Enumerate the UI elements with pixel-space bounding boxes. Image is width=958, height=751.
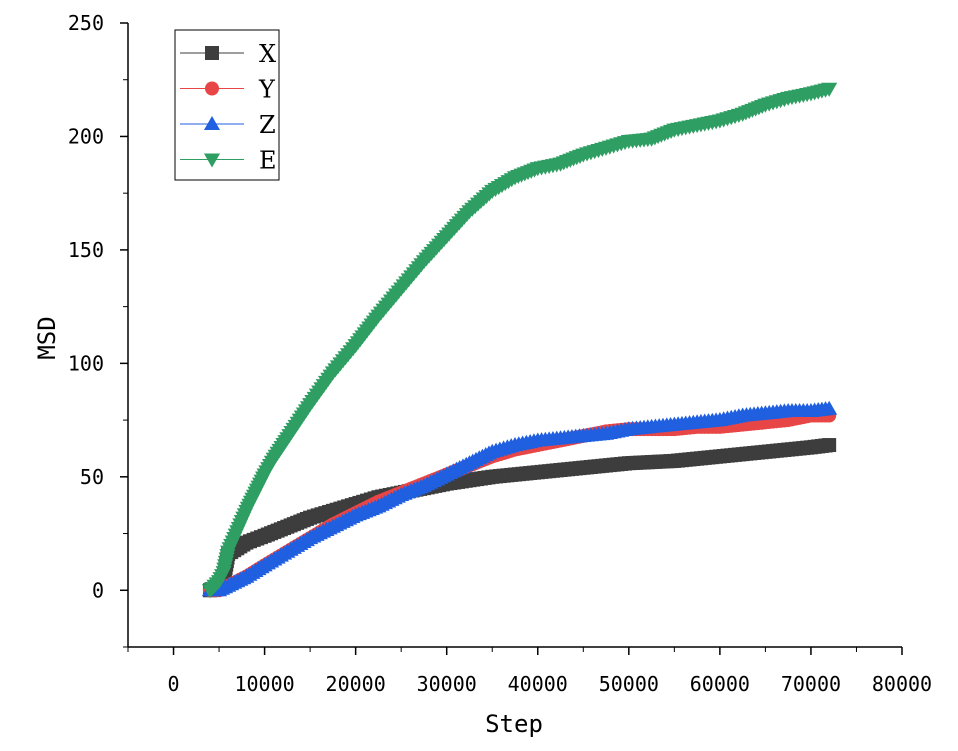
x-tick-label: 0 (168, 672, 180, 696)
y-tick-label: 0 (92, 578, 104, 602)
x-tick-label: 30000 (417, 672, 477, 696)
axes (127, 23, 902, 648)
y-tick-label: 100 (68, 351, 104, 375)
series-z (201, 400, 838, 597)
x-tick-label: 80000 (872, 672, 932, 696)
legend-label: Z (259, 111, 276, 139)
series-x (202, 438, 837, 598)
x-tick-label: 70000 (781, 672, 841, 696)
x-tick-label: 60000 (690, 672, 750, 696)
x-ticks: 0 10000 20000 30000 40000 50000 60000 70000 8000… (127, 647, 932, 696)
series-y (202, 408, 837, 598)
legend-entry-x: X (180, 40, 276, 68)
legend-entry-z: Z (180, 111, 276, 139)
x-tick-label: 10000 (234, 672, 294, 696)
legend-marker (205, 81, 219, 96)
y-ticks: 0 50 100 150 200 250 (68, 11, 128, 648)
x-axis-title: Step (485, 710, 543, 738)
legend-marker (203, 153, 221, 168)
data-point (821, 400, 838, 415)
legend-entry-e: E (180, 147, 277, 175)
data-point (822, 438, 837, 453)
series-line (209, 408, 830, 591)
series-layer (201, 82, 838, 599)
x-tick-label: 20000 (326, 672, 386, 696)
data-point (821, 82, 838, 97)
legend-label: E (259, 147, 277, 175)
y-tick-label: 250 (68, 11, 104, 35)
legend-marker (203, 115, 221, 131)
x-tick-label: 50000 (599, 672, 659, 696)
x-tick-label: 40000 (508, 672, 568, 696)
y-tick-label: 50 (80, 465, 104, 489)
legend-marker (205, 46, 219, 60)
legend-label: Y (258, 76, 276, 104)
legend-entry-y: Y (180, 76, 276, 104)
series-e (201, 82, 838, 599)
legend-label: X (259, 40, 276, 68)
y-tick-label: 200 (68, 124, 104, 148)
legend-box (174, 29, 280, 181)
y-axis-title: MSD (33, 316, 61, 359)
y-tick-label: 150 (68, 238, 104, 262)
